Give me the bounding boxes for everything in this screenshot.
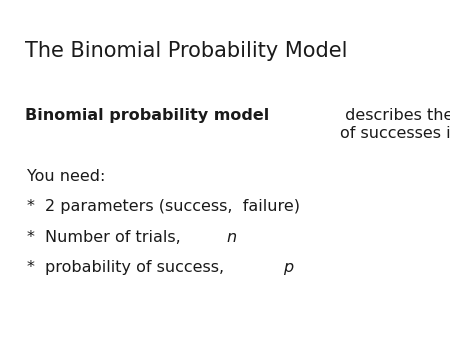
Text: You need:: You need: xyxy=(27,169,105,184)
Text: describes the number
of successes in a specified number of trials.: describes the number of successes in a s… xyxy=(340,108,450,141)
Text: *: * xyxy=(27,199,35,214)
Text: probability of success,: probability of success, xyxy=(45,260,229,275)
Text: Number of trials,: Number of trials, xyxy=(45,230,186,245)
Text: p: p xyxy=(283,260,293,275)
Text: 2 parameters (success,  failure): 2 parameters (success, failure) xyxy=(45,199,300,214)
Text: *: * xyxy=(27,230,35,245)
Text: The Binomial Probability Model: The Binomial Probability Model xyxy=(25,41,347,61)
Text: Binomial probability model: Binomial probability model xyxy=(25,108,269,123)
Text: n: n xyxy=(227,230,237,245)
Text: *: * xyxy=(27,260,35,275)
